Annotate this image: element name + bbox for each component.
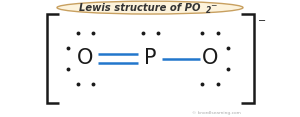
Text: P: P [144, 49, 156, 68]
Text: O: O [77, 49, 94, 68]
Text: Lewis structure of PO: Lewis structure of PO [79, 3, 201, 13]
Text: −: − [210, 1, 216, 10]
Text: O: O [202, 49, 218, 68]
Text: −: − [258, 16, 266, 26]
Text: © knordlsearning.com: © knordlsearning.com [192, 111, 240, 115]
Text: 2: 2 [206, 6, 211, 15]
Ellipse shape [57, 1, 243, 14]
